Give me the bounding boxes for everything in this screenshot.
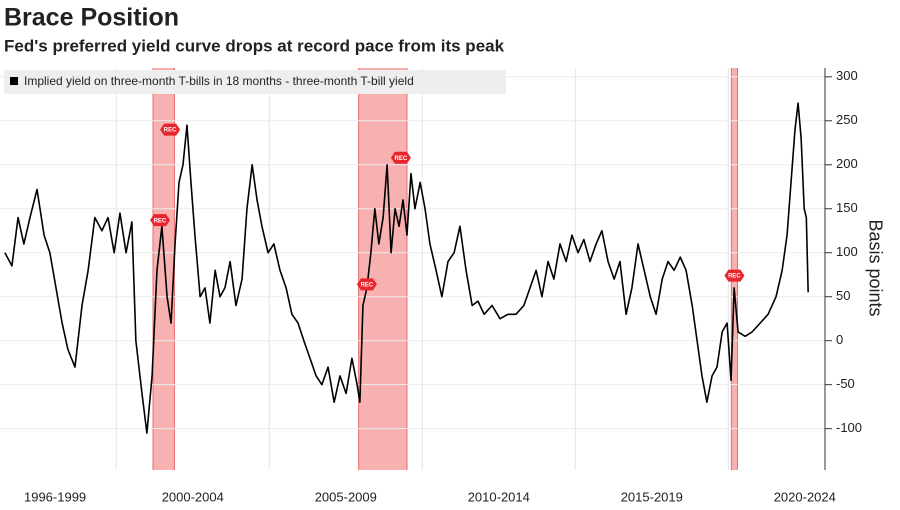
x-tick-label: 2005-2009	[315, 489, 377, 504]
recession-band	[153, 68, 175, 470]
recession-marker	[160, 123, 181, 136]
chart-subtitle: Fed's preferred yield curve drops at rec…	[4, 36, 505, 55]
y-tick-label: 0	[836, 332, 843, 347]
recession-marker-label: REC	[154, 218, 167, 224]
recession-marker	[724, 269, 745, 282]
x-tick-label: 2010-2014	[468, 489, 530, 504]
recession-marker	[150, 214, 171, 227]
x-tick-label: 1996-1999	[24, 489, 86, 504]
legend-swatch	[10, 77, 18, 85]
recession-marker-label: REC	[361, 282, 374, 288]
y-tick-label: 150	[836, 200, 858, 215]
x-tick-label: 2020-2024	[774, 489, 836, 504]
recession-band	[358, 68, 407, 470]
series-line	[4, 102, 809, 434]
recession-marker-label: REC	[395, 156, 408, 162]
recession-marker-label: REC	[164, 128, 177, 134]
y-tick-label: 200	[836, 156, 858, 171]
y-axis-label: Basis points	[865, 219, 885, 316]
y-tick-label: 250	[836, 112, 858, 127]
recession-marker-label: REC	[728, 274, 741, 280]
recession-marker	[390, 151, 411, 164]
chart-title: Brace Position	[4, 4, 179, 32]
y-tick-label: 100	[836, 244, 858, 259]
y-tick-label: 50	[836, 288, 850, 303]
x-tick-label: 2015-2019	[621, 489, 683, 504]
legend-box	[4, 70, 506, 94]
plot-area: -100 -50 0 50 100 150 200 250 300 1996-1999 2000-2…	[0, 68, 862, 504]
y-tick-label: -50	[836, 376, 855, 391]
y-tick-label: 300	[836, 68, 858, 83]
x-tick-label: 2000-2004	[162, 489, 224, 504]
recession-marker	[356, 278, 377, 291]
y-tick-label: -100	[836, 420, 862, 435]
recession-band	[731, 68, 738, 470]
legend-label: Implied yield on three-month T-bills in …	[24, 74, 414, 88]
